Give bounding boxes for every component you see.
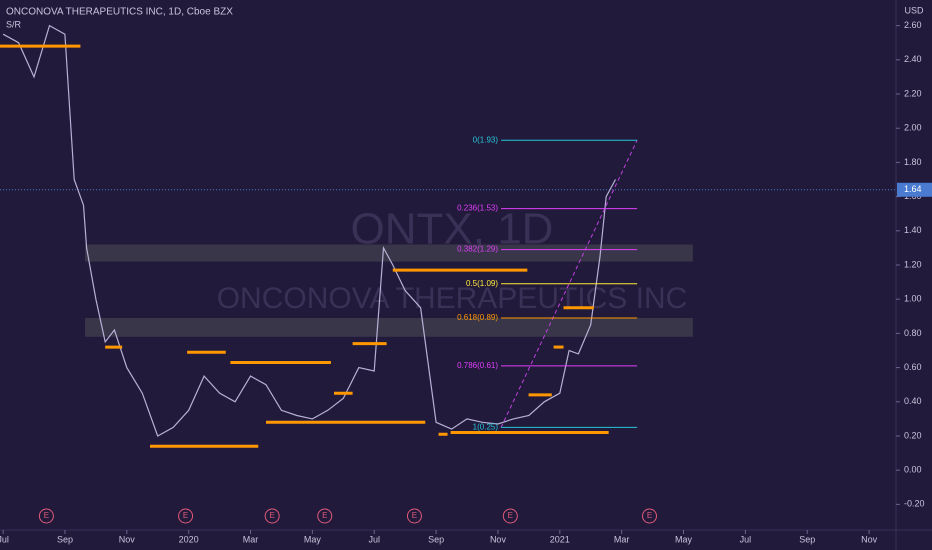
sr-zone — [85, 318, 693, 337]
x-tick-label: Mar — [243, 534, 259, 544]
sr-zone — [85, 244, 693, 262]
price-line — [2, 24, 617, 437]
y-tick-label: -0.20 — [904, 499, 925, 509]
y-tick-label: 0.00 — [904, 465, 922, 475]
currency: USD — [904, 5, 924, 15]
y-tick-label: 2.00 — [904, 123, 922, 133]
y-tick-label: 2.40 — [904, 54, 922, 64]
current-price-badge — [897, 182, 932, 197]
x-tick-label: Mar — [614, 534, 630, 544]
earnings-label: E — [412, 511, 417, 520]
y-tick-label: 0.60 — [904, 362, 922, 372]
x-tick-label: Jul — [368, 534, 380, 544]
x-tick-label: 2021 — [550, 534, 570, 544]
x-tick-label: Sep — [799, 534, 815, 544]
indicator-name: S/R — [6, 19, 22, 29]
earnings-marker — [317, 508, 333, 524]
x-tick-label: 2020 — [179, 534, 199, 544]
y-tick-label: 0.80 — [904, 328, 922, 338]
earnings-marker — [641, 508, 657, 524]
x-tick-label: Nov — [861, 534, 878, 544]
earnings-marker — [406, 508, 422, 524]
fib-label: 0.618(0.89) — [457, 313, 498, 322]
y-tick-label: 0.40 — [904, 396, 922, 406]
y-tick-label: 2.20 — [904, 88, 922, 98]
earnings-label: E — [647, 511, 652, 520]
x-tick-label: Nov — [490, 534, 507, 544]
x-tick-label: Jul — [740, 534, 752, 544]
x-tick-label: Jul — [0, 534, 9, 544]
fib-label: 1(0.25) — [473, 423, 499, 432]
chart-title: ONCONOVA THERAPEUTICS INC, 1D, Cboe BZX — [6, 7, 233, 18]
x-tick-label: Sep — [57, 534, 73, 544]
fib-trend — [500, 139, 638, 428]
earnings-marker — [178, 508, 194, 524]
fib-label: 0(1.93) — [473, 135, 499, 144]
x-tick-label: May — [304, 534, 322, 544]
earnings-marker — [38, 508, 54, 524]
earnings-label: E — [269, 511, 274, 520]
x-tick-label: Nov — [119, 534, 136, 544]
y-tick-label: 1.20 — [904, 259, 922, 269]
x-tick-label: Sep — [428, 534, 444, 544]
earnings-label: E — [322, 511, 327, 520]
y-tick-label: 0.20 — [904, 430, 922, 440]
y-tick-label: 2.60 — [904, 20, 922, 30]
y-tick-label: 1.80 — [904, 157, 922, 167]
fib-label: 0.786(0.61) — [457, 361, 498, 370]
earnings-label: E — [508, 511, 513, 520]
x-tick-label: May — [675, 534, 693, 544]
plot: 0(1.93) 0.236(1.53) 0.382(1.29) 0.5(1.09) 0.… — [0, 24, 896, 448]
fib-label: 0.382(1.29) — [457, 245, 498, 254]
fib-label: 0.5(1.09) — [466, 279, 498, 288]
y-tick-label: 1.40 — [904, 225, 922, 235]
watermark-company: ONCONOVA THERAPEUTICS INC — [217, 282, 688, 315]
earnings-marker — [264, 508, 280, 524]
earnings-label: E — [183, 511, 188, 520]
fib-label: 0.236(1.53) — [457, 204, 498, 213]
y-tick-label: 1.00 — [904, 294, 922, 304]
earnings-label: E — [44, 511, 49, 520]
current-price-label: 1.64 — [904, 184, 922, 194]
earnings-marker — [502, 508, 518, 524]
